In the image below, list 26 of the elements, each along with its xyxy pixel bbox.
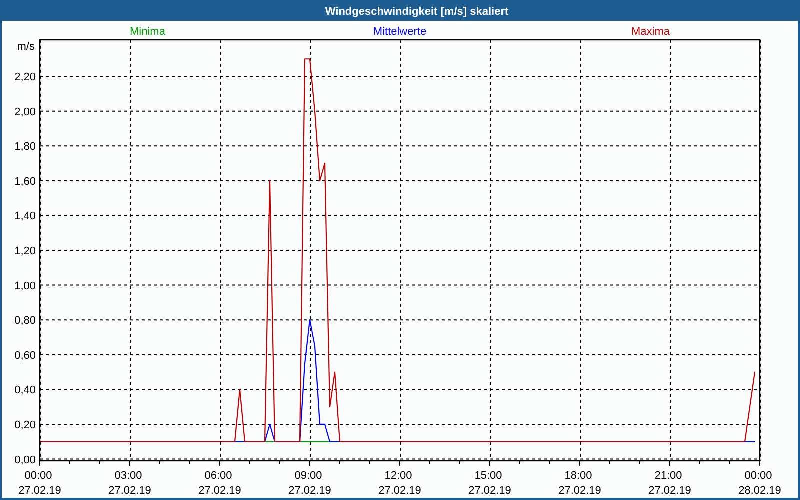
y-tick-label: 0,20 (14, 419, 36, 432)
x-tick-label: 09:00 27.02.19 (288, 470, 332, 497)
y-tick-label: 1,40 (14, 210, 36, 223)
y-tick-label: 0,00 (14, 454, 36, 466)
y-tick-label: 2,20 (14, 72, 36, 84)
y-tick-label: 1,80 (14, 141, 36, 154)
y-tick-label: 0,40 (14, 384, 36, 397)
x-tick-label: 06:00 27.02.19 (198, 470, 242, 497)
y-tick-label: 2,00 (14, 106, 36, 118)
y-tick-label: 1,20 (14, 246, 36, 258)
x-tick-label: 21:00 27.02.19 (648, 470, 692, 497)
y-tick-label: 0,80 (14, 315, 36, 328)
x-tick-label: 00:00 27.02.19 (18, 470, 62, 497)
x-tick-label: 03:00 27.02.19 (108, 470, 152, 497)
text: Maxima (631, 26, 671, 38)
y-tick-label: 1,00 (14, 280, 36, 292)
x-tick-label: 12:00 27.02.19 (378, 470, 422, 497)
y-axis-title: m/s (17, 41, 36, 53)
x-tick-label: 15:00 27.02.19 (468, 470, 512, 497)
text: Mittelwerte (373, 26, 427, 38)
x-tick-label: 18:00 27.02.19 (558, 470, 602, 497)
x-tick-label: 00:00 28.02.19 (738, 470, 782, 497)
chart-title: Windgeschwindigkeit [m/s] skaliert (325, 6, 509, 18)
y-tick-label: 1,60 (14, 176, 36, 188)
text: Minima (130, 26, 166, 38)
y-tick-label: 0,60 (14, 350, 36, 362)
